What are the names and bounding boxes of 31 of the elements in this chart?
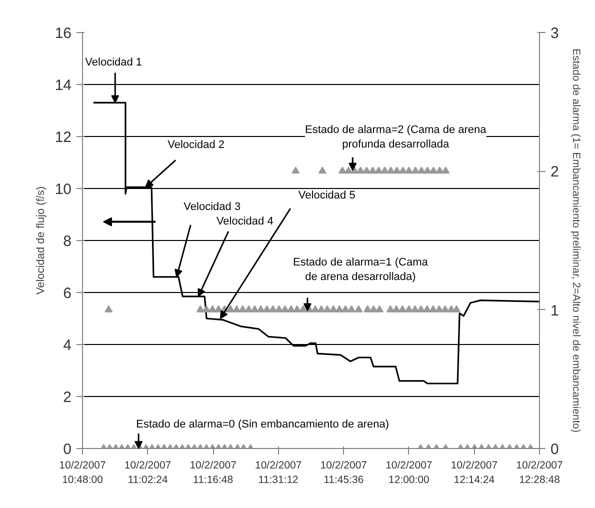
y-tick-label: 16 [54, 25, 72, 42]
annotation: Estado de alarma=1 (Cama de arena desarrollada) [293, 256, 429, 283]
y-tick-label: 0 [63, 441, 72, 458]
y-tick-label: 6 [63, 285, 72, 302]
annotation: Estado de alarma=2 (Cama de arena profunda desarrollada [304, 124, 488, 150]
y-tick-label: 12 [54, 129, 72, 146]
y2-tick-label: 2 [550, 164, 559, 181]
annotation: Velocidad 3 [184, 200, 241, 213]
x-tick-label: 10/2/2007 12:28:48 [516, 460, 564, 486]
annotation: Estado de alarma=0 (Sin embancamiento de arena) [136, 418, 390, 430]
x-tick-label: 10/2/2007 12:14:24 [450, 460, 498, 486]
x-tick-label: 10/2/2007 11:45:36 [320, 460, 368, 486]
x-tick-label: 10/2/2007 11:16:48 [190, 460, 237, 486]
y-axis-title: Velocidad de flujo (f/s) [34, 186, 47, 295]
y-tick-label: 10 [54, 181, 72, 198]
x-tick-label: 10/2/2007 12:00:00 [386, 460, 432, 486]
y2-tick-label: 1 [550, 302, 559, 320]
y-tick-label: 14 [54, 77, 72, 94]
x-tick-label: 10/2/2007 11:02:24 [124, 460, 172, 486]
y2-tick-label: 0 [550, 441, 559, 458]
annotation: Velocidad 5 [298, 190, 356, 202]
y-tick-label: 2 [63, 389, 72, 406]
y2-axis-title: Estado de alarma (1= Embancamiento preliminar, 2=Alto nivel de embancamiento) [570, 48, 582, 433]
y-tick-label: 4 [63, 337, 72, 354]
annotation: Velocidad 2 [168, 139, 225, 152]
x-tick-label: 10/2/2007 11:31:12 [255, 460, 302, 486]
annotation: Velocidad 1 [85, 56, 142, 69]
x-tick-label: 10/2/2007 10:48:00 [59, 460, 106, 486]
y-tick-label: 8 [63, 233, 72, 250]
annotation: Velocidad 4 [216, 215, 274, 228]
y2-tick-label: 3 [550, 25, 559, 42]
